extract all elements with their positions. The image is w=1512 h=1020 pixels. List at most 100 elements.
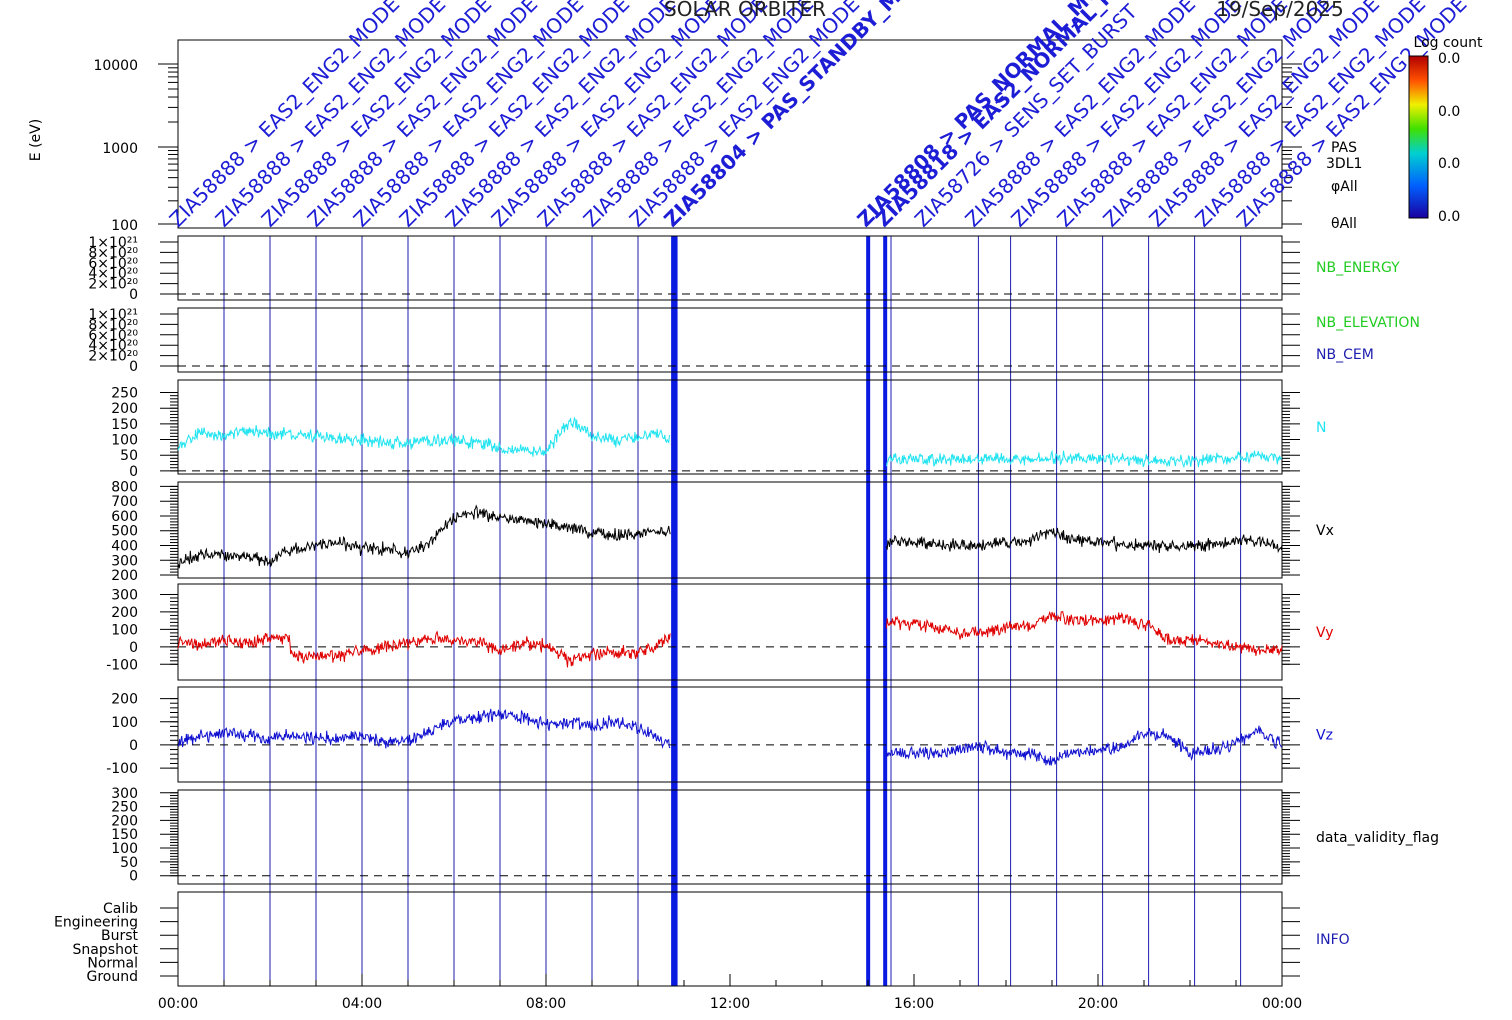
y-tick-label: 200 [111,813,138,829]
y-tick-label: 0 [129,359,138,375]
panel-frame [177,481,1283,579]
series-line-vz [885,725,1283,766]
panel-label: Vx [1316,523,1334,539]
series-line-vx [177,504,671,570]
panel-frame [177,307,1283,373]
y-tick-label: 2×10²⁰ [88,349,138,365]
spectrogram-ytick-10000: 10000 [93,58,138,74]
panel-info: CalibEngineeringBurstSnapshotNormalGroun… [54,891,1350,987]
y-tick-label: 200 [111,568,138,584]
y-tick-label: 0 [129,464,138,480]
colorbar [1408,55,1429,219]
y-tick-label: 200 [111,605,138,621]
y-tick-label: 250 [111,800,138,816]
panel-frame [177,235,1283,301]
x-tick-label: 04:00 [342,996,382,1012]
y-tick-label: 8×10²⁰ [88,245,138,261]
panel-label: data_validity_flag [1316,830,1439,846]
series-line-vx [885,527,1283,554]
spectrogram-ytick-100: 100 [111,218,138,234]
category-label: Snapshot [73,942,139,958]
y-tick-label: 150 [111,417,138,433]
y-tick-label: 4×10²⁰ [88,266,138,282]
y-tick-label: 50 [120,448,138,464]
panel-frame [177,686,1283,783]
colorbar-title: Log count [1414,35,1483,51]
side-label-3dl1: 3DL1 [1326,156,1362,172]
y-tick-label: 700 [111,494,138,510]
panel-label: N [1316,420,1326,436]
series-line-vy [885,610,1283,656]
panel-vz: -100 0 100 200 Vz [106,686,1333,783]
y-tick-label: 300 [111,553,138,569]
panel-label: Vz [1316,728,1333,744]
panel-label: NB_ENERGY [1316,260,1400,276]
colorbar-tick: 0.0 [1438,51,1460,67]
x-tick-label: 20:00 [1078,996,1118,1012]
colorbar-tick: 0.0 [1438,156,1460,172]
spectrogram-ylabel: E (eV) [28,119,44,161]
panel-frame [177,789,1283,885]
colorbar-tick: 0.0 [1438,209,1460,225]
category-label: Engineering [54,915,138,931]
panel-frame [177,379,1283,475]
series-line-vy [177,630,671,668]
y-tick-label: 300 [111,587,138,603]
panel-label: Vy [1316,625,1334,641]
series-line-n [177,416,671,457]
y-tick-label: 6×10²⁰ [88,328,138,344]
y-tick-label: 50 [120,855,138,871]
panel-label: INFO [1316,932,1350,948]
series-line-n [885,449,1283,469]
y-tick-label: 0 [129,640,138,656]
y-tick-label: 200 [111,401,138,417]
side-label-phi: φAll [1331,179,1358,195]
panel-label: NB_CEM [1316,347,1374,363]
y-tick-label: 0 [129,738,138,754]
y-tick-label: 250 [111,386,138,402]
y-tick-label: 0 [129,869,138,885]
category-label: Ground [87,969,139,985]
data-gap-band [866,236,871,986]
y-tick-label: -100 [106,761,138,777]
y-tick-label: 100 [111,433,138,449]
x-tick-label: 12:00 [710,996,750,1012]
spectrogram-ytick-1000: 1000 [102,141,138,157]
y-tick-label: 200 [111,692,138,708]
y-tick-label: 4×10²⁰ [88,338,138,354]
event-lines [223,236,1242,986]
panel-label: NB_ELEVATION [1316,315,1420,331]
x-tick-label: 16:00 [894,996,934,1012]
y-tick-label: 2×10²⁰ [88,277,138,293]
y-tick-label: 500 [111,524,138,540]
x-tick-label: 08:00 [526,996,566,1012]
y-tick-label: 600 [111,509,138,525]
y-tick-label: 100 [111,715,138,731]
y-tick-label: 100 [111,622,138,638]
y-tick-label: 100 [111,841,138,857]
y-tick-label: -100 [106,657,138,673]
colorbar-scale [1408,55,1429,219]
y-tick-label: 1×10²¹ [88,235,138,251]
mission-title: SOLAR ORBITER [664,0,826,21]
y-tick-label: 150 [111,827,138,843]
category-label: Calib [103,901,138,917]
y-tick-label: 400 [111,539,138,555]
data-gap-band [883,236,888,986]
series-line-vz [177,708,671,749]
y-tick-label: 6×10²⁰ [88,256,138,272]
side-label-pas: PAS [1331,140,1357,156]
date-title: 19/Sep/2025 [1216,0,1344,21]
y-tick-label: 1×10²¹ [88,307,138,323]
y-tick-label: 800 [111,479,138,495]
category-label: Burst [101,928,139,944]
y-tick-label: 0 [129,287,138,303]
